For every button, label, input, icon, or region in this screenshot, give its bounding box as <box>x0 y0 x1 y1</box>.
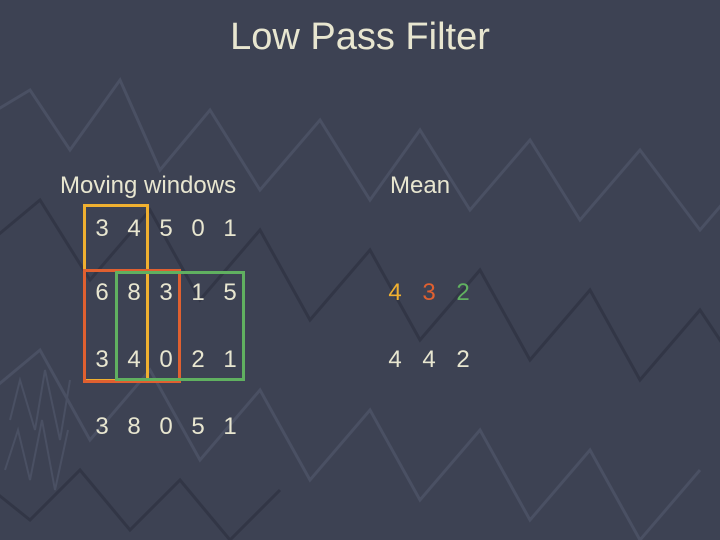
data-cell: 8 <box>118 406 150 448</box>
mean-cell: 4 <box>378 339 412 381</box>
data-cell: 1 <box>214 406 246 448</box>
mean-heading: Mean <box>390 172 450 200</box>
mean-cell: 4 <box>378 272 412 314</box>
window-box <box>115 271 245 381</box>
mean-row: 432 <box>378 272 480 314</box>
data-cell: 5 <box>150 208 182 250</box>
mean-cell: 2 <box>446 272 480 314</box>
mean-cell: 2 <box>446 339 480 381</box>
slide-content: Low Pass Filter Moving windows Mean 3450… <box>0 0 720 540</box>
data-cell: 3 <box>86 406 118 448</box>
slide-title: Low Pass Filter <box>0 16 720 59</box>
data-cell: 5 <box>182 406 214 448</box>
data-row: 38051 <box>86 406 246 448</box>
moving-windows-heading: Moving windows <box>60 172 236 200</box>
mean-cell: 4 <box>412 339 446 381</box>
data-cell: 0 <box>150 406 182 448</box>
data-cell: 1 <box>214 208 246 250</box>
data-cell: 0 <box>182 208 214 250</box>
mean-cell: 3 <box>412 272 446 314</box>
mean-row: 442 <box>378 339 480 381</box>
